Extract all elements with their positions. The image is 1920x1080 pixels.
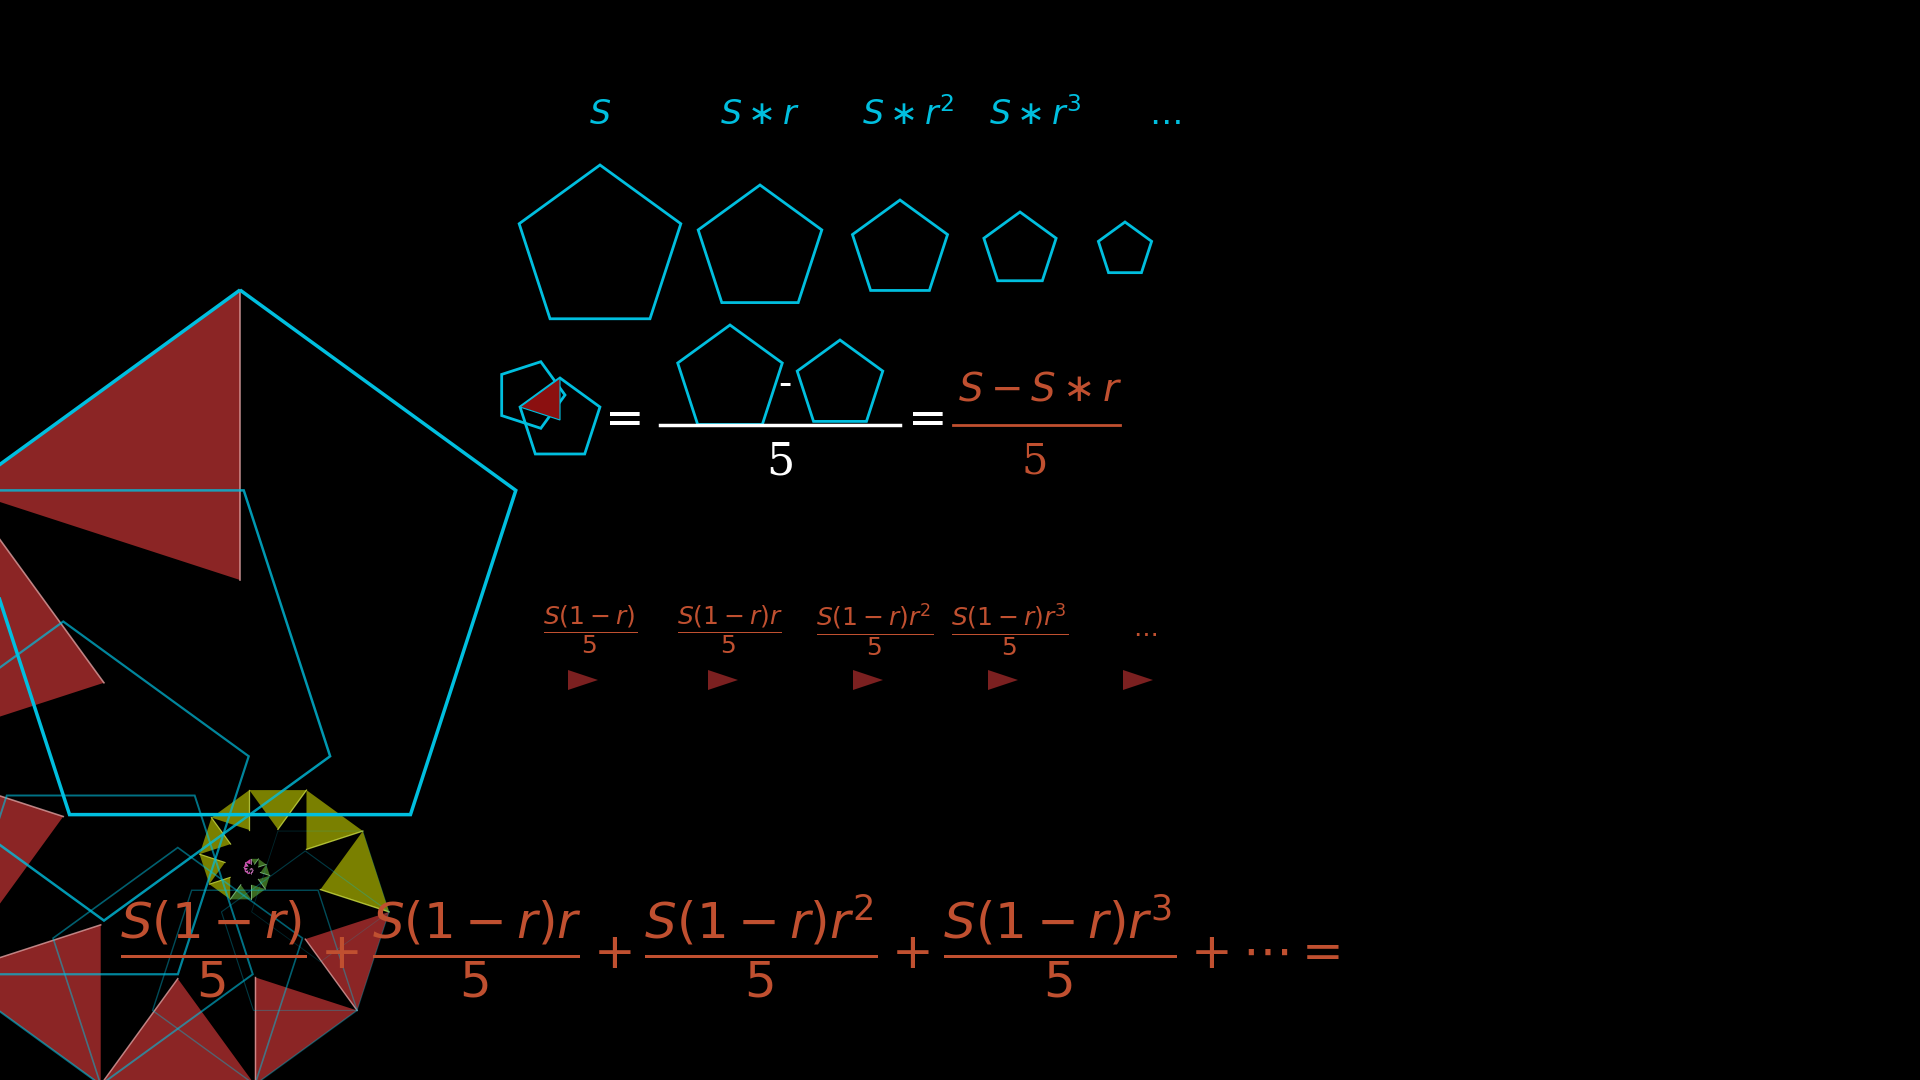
- Text: $S$: $S$: [589, 99, 611, 131]
- Polygon shape: [200, 791, 250, 854]
- Polygon shape: [252, 885, 265, 900]
- Polygon shape: [246, 859, 259, 863]
- Polygon shape: [259, 876, 271, 889]
- Text: $\dfrac{S(1-r)r^2}{5}$: $\dfrac{S(1-r)r^2}{5}$: [816, 602, 933, 659]
- Polygon shape: [265, 864, 271, 889]
- Polygon shape: [307, 791, 390, 912]
- Polygon shape: [252, 876, 271, 900]
- Polygon shape: [0, 924, 100, 1080]
- Polygon shape: [211, 791, 250, 829]
- Polygon shape: [200, 854, 230, 900]
- Polygon shape: [230, 889, 265, 900]
- Polygon shape: [244, 859, 252, 867]
- Polygon shape: [708, 670, 737, 690]
- Text: $S\ast r^2$: $S\ast r^2$: [862, 97, 954, 133]
- Polygon shape: [0, 974, 255, 1080]
- Polygon shape: [989, 670, 1018, 690]
- Polygon shape: [321, 832, 390, 912]
- Polygon shape: [252, 872, 253, 874]
- Polygon shape: [307, 791, 363, 849]
- Polygon shape: [250, 791, 307, 829]
- Polygon shape: [200, 818, 211, 885]
- Polygon shape: [305, 912, 390, 1011]
- Text: $\ldots$: $\ldots$: [1133, 619, 1158, 642]
- Polygon shape: [200, 818, 230, 854]
- Polygon shape: [0, 490, 104, 756]
- Polygon shape: [209, 885, 252, 900]
- Polygon shape: [1123, 670, 1154, 690]
- Text: $S\ast r$: $S\ast r$: [720, 99, 801, 131]
- Polygon shape: [0, 756, 63, 974]
- Polygon shape: [255, 977, 357, 1080]
- Polygon shape: [250, 791, 363, 832]
- Polygon shape: [259, 859, 267, 867]
- Text: $\dfrac{S(1-r)r^3}{5}$: $\dfrac{S(1-r)r^3}{5}$: [950, 602, 1069, 659]
- Text: $S\ast r^3$: $S\ast r^3$: [989, 97, 1081, 133]
- Polygon shape: [244, 867, 248, 874]
- Polygon shape: [568, 670, 597, 690]
- Polygon shape: [244, 867, 248, 872]
- Text: 5: 5: [1021, 441, 1048, 483]
- Text: $S - S\ast r$: $S - S\ast r$: [958, 372, 1123, 408]
- Text: =: =: [908, 397, 948, 443]
- Text: $\dfrac{S(1-r)}{5}+\dfrac{S(1-r)r}{5}+\dfrac{S(1-r)r^2}{5}+\dfrac{S(1-r)r^3}{5}+: $\dfrac{S(1-r)}{5}+\dfrac{S(1-r)r}{5}+\d…: [119, 892, 1340, 1000]
- Polygon shape: [248, 873, 253, 874]
- Polygon shape: [0, 291, 240, 756]
- Polygon shape: [246, 859, 252, 864]
- Polygon shape: [252, 859, 267, 864]
- Polygon shape: [520, 378, 561, 420]
- Polygon shape: [211, 791, 307, 818]
- Polygon shape: [100, 1011, 357, 1080]
- Text: $\ldots$: $\ldots$: [1150, 99, 1181, 131]
- Polygon shape: [259, 859, 271, 876]
- Polygon shape: [252, 859, 259, 864]
- Polygon shape: [200, 854, 225, 885]
- Polygon shape: [209, 877, 230, 900]
- Text: $\dfrac{S(1-r)}{5}$: $\dfrac{S(1-r)}{5}$: [543, 604, 637, 657]
- Polygon shape: [255, 912, 390, 1080]
- Polygon shape: [246, 870, 248, 874]
- Polygon shape: [248, 872, 252, 874]
- Polygon shape: [100, 978, 255, 1080]
- Polygon shape: [0, 291, 240, 580]
- Polygon shape: [261, 864, 271, 876]
- Polygon shape: [357, 832, 390, 1011]
- Text: 5: 5: [766, 441, 795, 484]
- Polygon shape: [246, 872, 252, 874]
- Text: $\dfrac{S(1-r)r}{5}$: $\dfrac{S(1-r)r}{5}$: [678, 604, 783, 657]
- Polygon shape: [244, 863, 248, 867]
- Polygon shape: [252, 870, 253, 874]
- Text: =: =: [605, 397, 645, 443]
- Polygon shape: [0, 756, 100, 1080]
- Polygon shape: [230, 885, 252, 900]
- Polygon shape: [852, 670, 883, 690]
- Text: -: -: [778, 366, 791, 404]
